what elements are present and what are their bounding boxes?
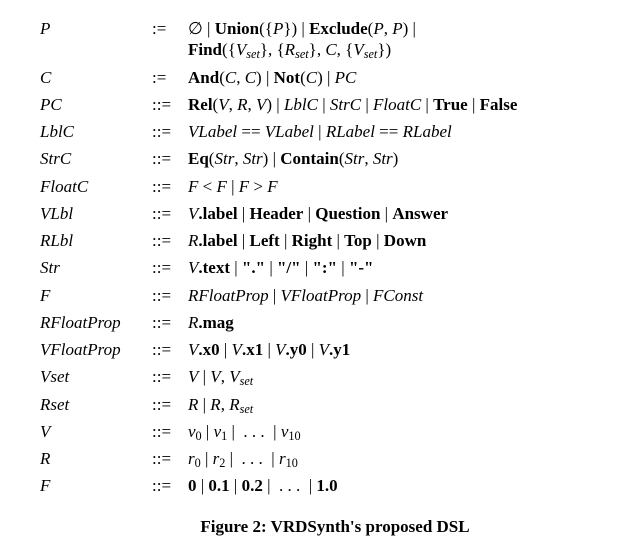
grammar-lhs: RFloatProp [40, 312, 150, 333]
grammar-rhs: V.x0 | V.x1 | V.y0 | V.y1 [188, 339, 630, 360]
grammar-op: ::= [150, 230, 188, 251]
grammar-op: ::= [150, 148, 188, 169]
grammar-rhs: R | R, Rset [188, 394, 630, 415]
grammar-rhs: V.label | Header | Question | Answer [188, 203, 630, 224]
grammar-table: P:=∅ | Union({P}) | Exclude(P, P) |Find(… [40, 18, 630, 497]
grammar-rhs: R.mag [188, 312, 630, 333]
grammar-lhs: PC [40, 94, 150, 115]
grammar-rhs: ∅ | Union({P}) | Exclude(P, P) |Find({Vs… [188, 18, 630, 61]
page: P:=∅ | Union({P}) | Exclude(P, P) |Find(… [0, 0, 640, 536]
grammar-op: ::= [150, 394, 188, 415]
grammar-rhs: And(C, C) | Not(C) | PC [188, 67, 630, 88]
grammar-op: ::= [150, 176, 188, 197]
grammar-op: ::= [150, 339, 188, 360]
grammar-lhs: VFloatProp [40, 339, 150, 360]
grammar-lhs: C [40, 67, 150, 88]
grammar-lhs: Str [40, 257, 150, 278]
grammar-rhs: v0 | v1 | . . . | v10 [188, 421, 630, 442]
grammar-op: ::= [150, 475, 188, 496]
grammar-rhs: Eq(Str, Str) | Contain(Str, Str) [188, 148, 630, 169]
grammar-op: ::= [150, 366, 188, 387]
grammar-rhs: V.text | "." | "/" | ":" | "-" [188, 257, 630, 278]
grammar-lhs: Rset [40, 394, 150, 415]
grammar-rhs: r0 | r2 | . . . | r10 [188, 448, 630, 469]
grammar-op: ::= [150, 312, 188, 333]
grammar-lhs: R [40, 448, 150, 469]
grammar-op: := [150, 18, 188, 61]
grammar-rhs: R.label | Left | Right | Top | Down [188, 230, 630, 251]
grammar-lhs: RLbl [40, 230, 150, 251]
grammar-op: ::= [150, 421, 188, 442]
grammar-lhs: F [40, 285, 150, 306]
grammar-rhs: F < F | F > F [188, 176, 630, 197]
grammar-rhs: Rel(V, R, V) | LblC | StrC | FloatC | Tr… [188, 94, 630, 115]
grammar-rhs: VLabel == VLabel | RLabel == RLabel [188, 121, 630, 142]
grammar-lhs: P [40, 18, 150, 61]
grammar-op: ::= [150, 94, 188, 115]
grammar-rhs: V | V, Vset [188, 366, 630, 387]
grammar-rhs: 0 | 0.1 | 0.2 | . . . | 1.0 [188, 475, 630, 496]
figure-caption: Figure 2: VRDSynth's proposed DSL [40, 517, 630, 537]
grammar-op: := [150, 67, 188, 88]
grammar-op: ::= [150, 257, 188, 278]
grammar-lhs: Vset [40, 366, 150, 387]
grammar-lhs: FloatC [40, 176, 150, 197]
grammar-rhs: RFloatProp | VFloatProp | FConst [188, 285, 630, 306]
grammar-op: ::= [150, 203, 188, 224]
grammar-op: ::= [150, 448, 188, 469]
grammar-op: ::= [150, 285, 188, 306]
grammar-lhs: F [40, 475, 150, 496]
grammar-lhs: StrC [40, 148, 150, 169]
grammar-op: ::= [150, 121, 188, 142]
grammar-lhs: VLbl [40, 203, 150, 224]
grammar-lhs: LblC [40, 121, 150, 142]
grammar-lhs: V [40, 421, 150, 442]
